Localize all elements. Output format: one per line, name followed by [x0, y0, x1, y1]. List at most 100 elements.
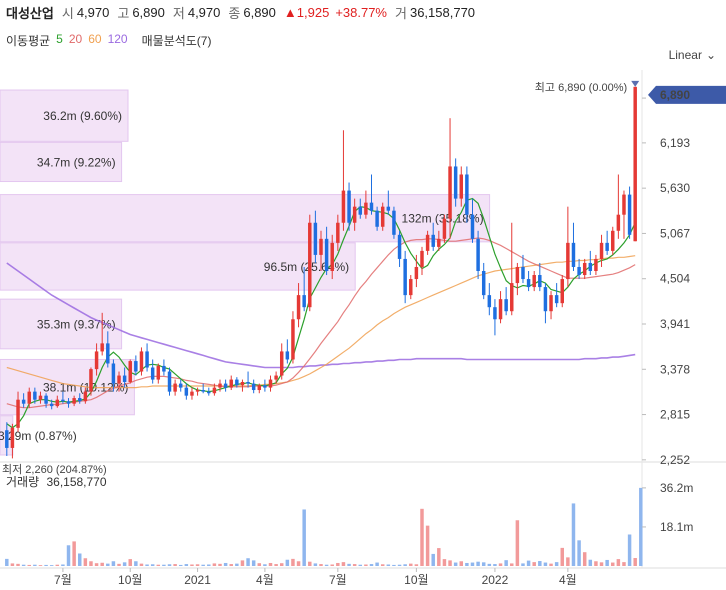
volume-bar [369, 564, 374, 566]
candle-body [274, 375, 278, 380]
candle-body [190, 391, 194, 396]
volume-bar [414, 564, 419, 566]
volume-bar [61, 564, 65, 566]
volume-bar [560, 547, 564, 566]
volume-bar [145, 564, 149, 566]
volume-bar [594, 561, 598, 566]
volume-bar [330, 564, 334, 566]
price-profile-toggle[interactable]: 매물분석도(7) [141, 34, 212, 48]
candle-body [195, 390, 200, 392]
volume-bar [510, 563, 514, 566]
volume-bar [44, 564, 48, 566]
candle-body [139, 351, 144, 372]
candle-body [218, 383, 222, 388]
volume-bar [397, 564, 402, 566]
indicator-legend: 이동평균 5 20 60 120 매물분석도(7) [6, 32, 211, 49]
candle-body [397, 234, 402, 259]
candle-body [532, 275, 536, 288]
volume-bar [566, 557, 570, 566]
candle-body [229, 379, 233, 388]
open-label: 시 [61, 5, 74, 21]
volume-bar [622, 562, 626, 566]
volume-bar [173, 564, 177, 566]
candle-body [27, 391, 31, 404]
candle-body [493, 307, 497, 320]
ma60-label: 60 [88, 32, 102, 46]
candle-body [10, 427, 15, 448]
volume-bar [336, 562, 340, 566]
y-tick-label: 5,630 [660, 181, 690, 195]
candle-body [134, 361, 138, 372]
candle-body [156, 365, 161, 380]
volume-bar [201, 564, 205, 566]
candle-body [324, 238, 329, 271]
candle-body [111, 363, 116, 384]
volume-bar [111, 561, 116, 566]
ma120-label: 120 [107, 32, 128, 46]
volume-bar [207, 564, 211, 566]
candle-body [296, 295, 301, 320]
volume-bar [571, 503, 576, 566]
candle-body [106, 343, 110, 364]
price-profile-band [0, 194, 491, 243]
volume-bar [240, 560, 245, 566]
volume-bar [577, 540, 581, 566]
candle-body [470, 214, 475, 239]
candle-body [369, 202, 374, 211]
volume-bar [425, 525, 430, 566]
candle-body [145, 351, 149, 368]
candle-body [291, 319, 295, 360]
x-tick-label: 10월 [118, 573, 142, 587]
volume-bar [616, 559, 621, 566]
candle-body [577, 266, 581, 276]
candle-body [521, 266, 525, 280]
candle-body [571, 242, 576, 267]
scale-selector[interactable]: Linear ⌄ [669, 48, 720, 62]
volume-bar [66, 545, 71, 566]
candle-body [448, 166, 452, 219]
ma5-line [6, 197, 636, 429]
change-percent: +38.77% [335, 4, 387, 20]
volume-bar [549, 563, 553, 566]
y-tick-label: 4,504 [660, 272, 690, 286]
candle-body [414, 266, 419, 280]
candle-body [588, 262, 593, 271]
candle-body [122, 375, 127, 382]
volume-bar [437, 548, 441, 566]
volume-bar [263, 564, 267, 566]
moving-average-toggle[interactable]: 이동평균 [6, 34, 51, 48]
volume-bar [235, 563, 239, 566]
volume-panel-header: 거래량 36,158,770 [6, 473, 107, 490]
volume-bar [375, 562, 379, 566]
volume-bar [302, 509, 306, 566]
candle-body [313, 222, 318, 255]
candles [5, 86, 637, 459]
candle-body [66, 401, 71, 404]
volume-bar [162, 564, 166, 566]
candle-body [605, 242, 609, 251]
candle-body [55, 399, 60, 407]
volume-bar [246, 558, 250, 566]
volume-bar [134, 561, 138, 566]
volume-bar [599, 562, 604, 566]
volume-bar [386, 564, 391, 566]
candle-body [100, 343, 104, 352]
volume-bar [72, 541, 76, 566]
volume-bar [106, 563, 110, 566]
y-tick-label: 3,941 [660, 317, 690, 331]
volume-bar [639, 487, 643, 566]
chart-axes: 6,7506,1935,6305,0674,5043,9413,3782,815… [54, 91, 693, 587]
candle-body [476, 238, 480, 271]
price-profile-label: 34.7m (9.22%) [37, 155, 116, 169]
volume-panel-label: 거래량 [6, 475, 40, 489]
volume-bar [218, 563, 222, 566]
low-label: 저 [172, 5, 185, 21]
candle-body [117, 375, 121, 384]
price-profile-label: 96.5m (25.64%) [264, 260, 349, 274]
candle-body [425, 234, 430, 251]
volume-bar [279, 563, 284, 566]
volume-bar [308, 561, 312, 566]
candle-body [560, 279, 564, 304]
volume-bar [627, 534, 632, 566]
